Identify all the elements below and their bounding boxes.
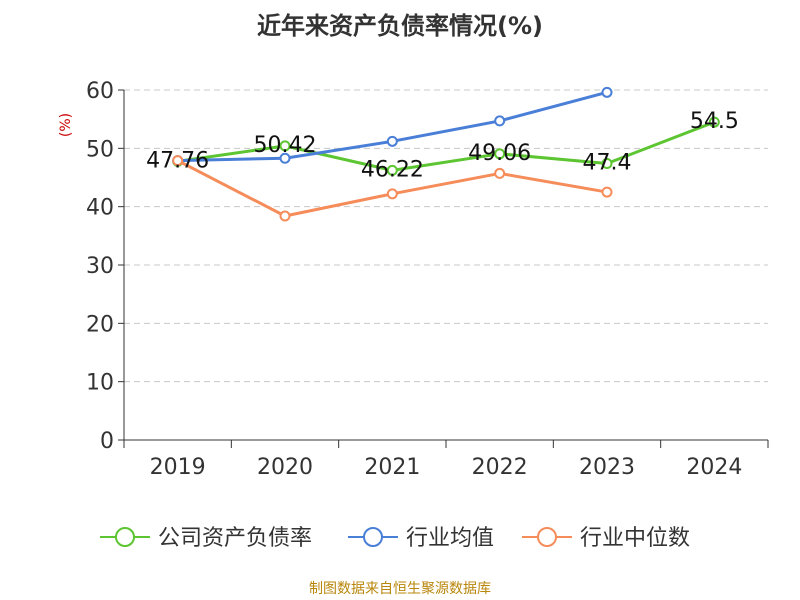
x-tick-label: 2024 xyxy=(686,455,742,480)
series-2-point xyxy=(279,152,291,164)
series xyxy=(172,86,720,222)
series-3-point xyxy=(386,188,398,200)
data-label: 49.06 xyxy=(468,141,531,166)
x-tick-label: 2022 xyxy=(472,455,528,480)
series-1-point xyxy=(494,148,506,160)
legend-marker xyxy=(363,527,383,547)
series-1-point xyxy=(601,158,613,169)
series-3-point xyxy=(494,167,506,179)
series-2-line xyxy=(177,90,608,163)
legend-marker xyxy=(115,527,135,547)
y-tick-label: 40 xyxy=(86,196,114,221)
series-1-point xyxy=(279,140,291,152)
data-label: 47.76 xyxy=(146,148,209,173)
data-label: 54.5 xyxy=(690,109,739,134)
y-tick-label: 10 xyxy=(86,371,114,396)
chart-title: 近年来资产负债率情况(%) xyxy=(257,12,543,40)
y-tick-label: 60 xyxy=(86,79,114,104)
series-1-point xyxy=(708,116,720,128)
legend-marker xyxy=(537,527,557,547)
series-3-point xyxy=(601,186,613,198)
y-tick-label: 30 xyxy=(86,254,114,279)
y-tick-label: 20 xyxy=(86,312,114,337)
data-label: 50.42 xyxy=(254,133,317,158)
gridlines xyxy=(124,89,768,383)
series-1-point xyxy=(386,164,398,176)
x-tick-label: 2021 xyxy=(364,455,420,480)
y-axis-label: (%) xyxy=(58,113,74,137)
y-tick-label: 50 xyxy=(86,137,114,162)
x-tick-label: 2020 xyxy=(257,455,313,480)
series-3-point xyxy=(279,210,291,222)
x-tick-label: 2019 xyxy=(150,455,206,480)
series-3-point xyxy=(172,155,184,167)
x-tick-label: 2023 xyxy=(579,455,635,480)
legend: 公司资产负债率 行业均值 行业中位数 xyxy=(100,526,690,551)
series-2-point xyxy=(601,86,613,98)
legend-label: 行业中位数 xyxy=(580,526,690,551)
data-labels: 47.76 50.42 46.22 49.06 47.4 54.5 xyxy=(146,109,739,182)
axes: 0 10 20 30 40 50 60 (%) 2019 2020 2021 2022 2023 2024 xyxy=(58,79,769,480)
source-note: 制图数据来自恒生聚源数据库 xyxy=(309,581,491,597)
series-2-point xyxy=(386,135,398,147)
data-label: 47.4 xyxy=(583,151,632,176)
data-label: 46.22 xyxy=(361,157,424,182)
legend-label: 公司资产负债率 xyxy=(158,526,312,551)
y-tick-label: 0 xyxy=(100,429,114,454)
series-2-point xyxy=(494,115,506,127)
series-1-line xyxy=(177,120,715,172)
legend-label: 行业均值 xyxy=(406,526,494,551)
